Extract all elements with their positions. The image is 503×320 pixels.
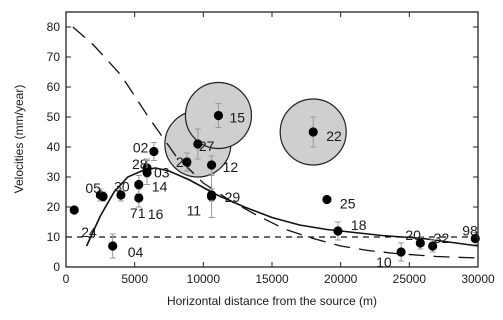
point-marker [428,241,438,251]
point-label: 30 [114,179,130,195]
y-tick-label: 80 [47,20,61,34]
data-point-23: 23 [176,152,192,172]
point-marker [213,110,224,121]
point-label: 11 [187,203,202,219]
x-tick-label: 25000 [393,272,427,286]
data-point-32: 32 [428,230,450,253]
point-label: 71 [130,205,146,221]
point-marker [182,157,192,167]
point-label: 27 [199,138,215,154]
data-point-03: 03 [142,160,170,185]
x-axis: 0 5000 10000 15000 20000 25000 30000 [63,12,495,286]
y-tick-label: 10 [47,230,61,244]
point-marker [322,194,332,205]
point-label: 22 [326,128,342,144]
x-tick-label: 15000 [255,272,289,286]
data-point-30: 30 [98,179,130,202]
data-point-25: 25 [322,194,356,212]
data-point-10: 10 [376,242,406,270]
point-label: 18 [351,217,367,233]
point-marker [98,191,108,202]
data-point-16: 16 [134,188,164,222]
data-point-18: 18 [333,217,367,241]
x-tick-label: 5000 [121,272,148,286]
point-label: 04 [128,244,144,260]
point-label: 12 [223,159,239,175]
x-tick-label: 30000 [461,272,495,286]
y-tick-label: 40 [47,140,61,154]
data-point-29: 29 [206,188,241,205]
point-marker [149,146,159,157]
point-label: 05 [85,180,101,196]
point-label: 14 [152,179,168,195]
point-label: 20 [405,227,421,243]
data-point-24: 24 [69,205,97,240]
y-tick-label: 0 [53,260,60,274]
point-label: 16 [148,206,164,222]
data-point-20: 20 [405,227,425,250]
point-marker [116,190,126,200]
point-marker [193,139,203,149]
data-point-04: 04 [108,233,144,260]
point-label: 03 [154,165,170,181]
point-marker [206,190,217,200]
x-tick-label: 10000 [187,272,221,286]
line-dashed_curve [72,26,479,259]
point-marker [134,179,144,190]
y-axis: 0 10 20 30 40 50 60 70 80 [47,20,478,274]
point-label: 02 [133,140,149,156]
point-marker [108,241,118,251]
x-tick-label: 20000 [324,272,358,286]
point-marker [333,226,343,236]
x-axis-label: Horizontal distance from the source (m) [167,294,377,308]
point-marker [69,205,79,215]
data-point-02: 02 [133,140,159,161]
point-label: 29 [225,189,241,205]
line-solid_curve [85,167,479,247]
data-point-71: 71 [116,188,146,221]
point-label: 25 [340,196,356,212]
point-marker [396,247,406,257]
y-tick-label: 50 [47,110,61,124]
point-label: 28 [132,156,148,172]
data-point-27: 27 [193,128,215,160]
point-label: 98 [462,223,478,239]
point-label: 24 [81,224,97,240]
point-marker [142,167,152,178]
y-tick-label: 30 [47,170,61,184]
y-tick-label: 20 [47,200,61,214]
y-tick-label: 70 [47,50,61,64]
y-axis-label: Velocities (mm/year) [12,85,26,194]
point-marker [308,127,318,137]
x-tick-label: 0 [63,272,70,286]
data-point-98: 98 [462,223,480,245]
data-point-14: 14 [134,175,168,195]
point-label: 10 [376,254,392,270]
point-marker [134,193,144,203]
data-point-15: 15 [213,103,245,128]
data-point-22: 22 [308,116,342,148]
data-point-12: 12 [206,155,239,175]
point-marker [206,160,217,170]
y-tick-label: 60 [47,80,61,94]
point-label: 32 [434,230,450,246]
point-marker [415,238,425,248]
point-label: 15 [229,110,245,126]
point-label: 23 [176,154,192,170]
